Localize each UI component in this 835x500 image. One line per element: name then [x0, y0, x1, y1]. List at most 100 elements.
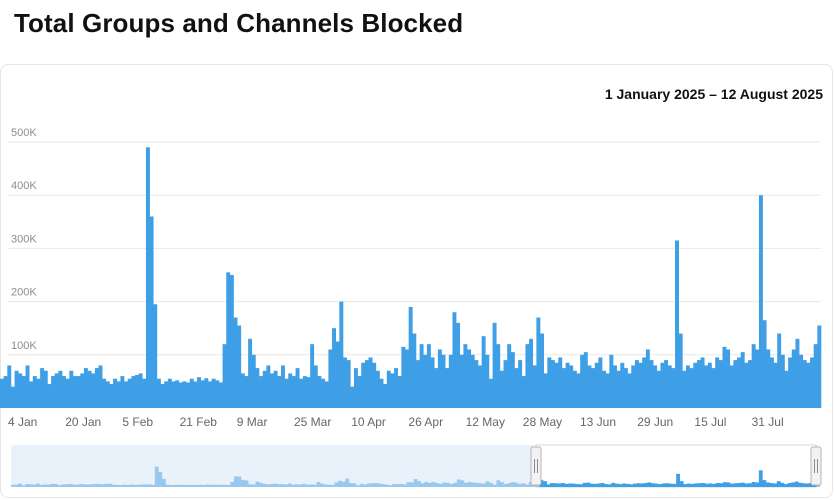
- bar: [576, 373, 581, 408]
- bar: [175, 380, 180, 408]
- bar: [748, 360, 752, 408]
- y-tick-label: 300K: [11, 233, 37, 245]
- navigator-bar: [241, 479, 245, 487]
- navigator-bar: [291, 484, 296, 487]
- navigator-bar: [651, 483, 655, 487]
- navigator-bar: [690, 483, 695, 487]
- bar: [726, 349, 731, 408]
- navigator-bar: [809, 483, 814, 487]
- bar: [160, 384, 165, 408]
- bar: [620, 362, 625, 408]
- navigator-bar: [197, 484, 202, 487]
- y-tick-label: 500K: [11, 127, 37, 139]
- bar: [766, 349, 771, 408]
- navigator-bar: [255, 481, 260, 487]
- navigator-bar: [766, 482, 770, 487]
- navigator-bar: [126, 484, 130, 487]
- bar: [594, 362, 599, 408]
- navigator-bar: [615, 483, 619, 487]
- navigator-bar: [316, 481, 321, 487]
- navigator-bar: [82, 484, 87, 487]
- bar: [124, 381, 129, 408]
- navigator-bar: [230, 481, 235, 487]
- bar: [463, 344, 468, 408]
- bar: [32, 376, 37, 408]
- bar-series: [0, 147, 822, 408]
- navigator-bar: [794, 481, 799, 487]
- navigator-bar: [521, 483, 526, 487]
- navigator-bar: [233, 476, 238, 487]
- bar: [788, 357, 793, 408]
- navigator-bar: [269, 484, 274, 487]
- bar: [656, 370, 661, 408]
- bar: [91, 373, 96, 408]
- bar: [707, 362, 712, 408]
- navigator-bar: [697, 483, 702, 487]
- bar: [270, 373, 274, 408]
- bar: [704, 365, 709, 408]
- bar: [605, 373, 610, 408]
- navigator-bar: [528, 481, 533, 487]
- navigator-bar: [593, 483, 598, 487]
- navigator-bar: [190, 484, 195, 487]
- bar: [171, 381, 176, 408]
- bar: [503, 360, 508, 408]
- navigator-bar: [201, 484, 206, 487]
- bar: [120, 376, 125, 408]
- handle-grip[interactable]: [530, 446, 542, 486]
- bar: [437, 349, 442, 408]
- bar: [510, 352, 515, 408]
- navigator-bar: [43, 484, 48, 487]
- navigator-bar: [561, 483, 565, 487]
- navigator-bar: [14, 484, 19, 487]
- bar: [499, 370, 504, 408]
- navigator-bar: [550, 483, 555, 487]
- navigator-bar: [586, 482, 591, 487]
- bar: [182, 381, 187, 408]
- navigator-bar: [384, 484, 389, 487]
- bar: [310, 344, 315, 408]
- handle-grip[interactable]: [810, 446, 822, 486]
- navigator-bar: [442, 482, 447, 487]
- navigator-bar: [359, 483, 364, 487]
- navigator-bar: [215, 484, 220, 487]
- navigator-bar: [406, 482, 411, 487]
- bar: [401, 346, 406, 408]
- bar: [550, 360, 555, 408]
- bar: [390, 373, 395, 408]
- bar: [653, 365, 658, 408]
- range-navigator[interactable]: [11, 444, 822, 488]
- bar: [131, 376, 136, 408]
- bar: [273, 370, 278, 408]
- navigator-selected-range[interactable]: [535, 444, 817, 488]
- navigator-bar: [413, 479, 418, 487]
- navigator-bar: [492, 484, 497, 487]
- bar: [3, 376, 8, 408]
- bar: [113, 378, 118, 408]
- navigator-bar: [64, 484, 69, 487]
- x-tick-label: 5 Feb: [122, 415, 153, 429]
- bar: [715, 357, 720, 408]
- navigator-bar: [313, 484, 317, 487]
- navigator-bar: [564, 483, 569, 487]
- chart-card: [0, 64, 833, 498]
- bar: [233, 317, 238, 408]
- bar: [751, 344, 756, 408]
- navigator-bar: [600, 483, 605, 487]
- bar: [445, 368, 450, 408]
- navigator-right-handle[interactable]: [810, 446, 822, 486]
- navigator-bar: [424, 481, 429, 487]
- bar: [733, 360, 738, 408]
- bar: [313, 365, 318, 408]
- navigator-bar: [604, 484, 609, 487]
- bar: [248, 338, 253, 408]
- navigator-bar: [287, 483, 292, 487]
- navigator-bar: [36, 483, 40, 487]
- navigator-bar: [701, 483, 706, 487]
- navigator-left-handle[interactable]: [530, 446, 542, 486]
- navigator-bar: [575, 484, 580, 487]
- navigator-bar: [50, 483, 55, 487]
- navigator-bar: [460, 480, 465, 487]
- navigator-bar: [133, 484, 138, 487]
